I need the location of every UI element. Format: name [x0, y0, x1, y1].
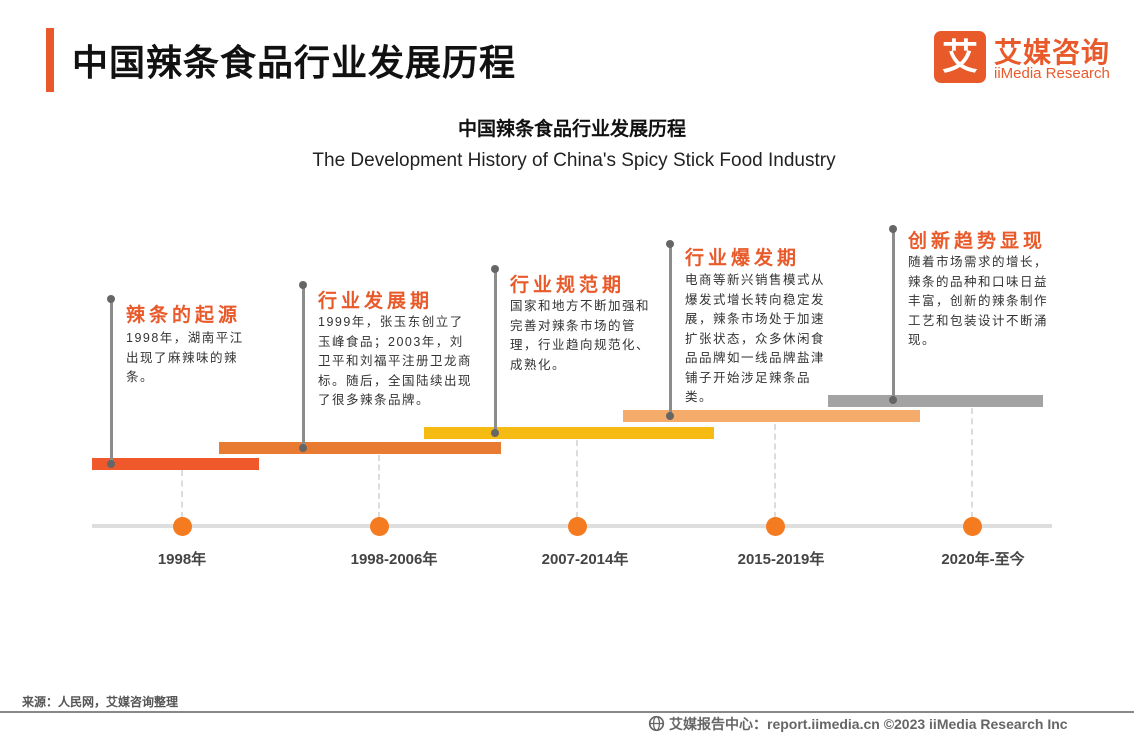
diagram-title-cn: 中国辣条食品行业发展历程 [457, 119, 686, 140]
phase-bar [623, 410, 920, 422]
period-label: 2007-2014年 [541, 551, 629, 568]
phase-stem [110, 298, 113, 464]
diagram-title-en: The Development History of China's Spicy… [312, 150, 836, 171]
period-label: 1998-2006年 [350, 551, 438, 568]
footer-divider [0, 711, 1134, 713]
timeline-dot [568, 517, 587, 536]
phase-title: 行业发展期 [318, 291, 434, 312]
timeline-connector [576, 440, 578, 518]
logo-name-cn: 艾媒咨询 [994, 37, 1111, 68]
source-note: 来源：人民网，艾媒咨询整理 [22, 695, 179, 709]
timeline-connector [774, 424, 776, 518]
phase-pin [107, 295, 115, 303]
timeline-connector [971, 408, 973, 518]
footer-credit: 艾媒报告中心：report.iimedia.cn ©2023 iiMedia R… [669, 716, 1068, 732]
page-title: 中国辣条食品行业发展历程 [72, 42, 517, 83]
phase-title: 行业爆发期 [685, 248, 801, 269]
phase-description: 1999年，张玉东创立了玉峰食品；2003年，刘卫平和刘福平注册卫龙商标。随后，… [318, 315, 473, 407]
period-label: 1998年 [157, 551, 207, 568]
phase-stem [494, 268, 497, 434]
phase-pin [491, 429, 499, 437]
phase-description: 电商等新兴销售模式从爆发式增长转向稳定发展，辣条市场处于加速扩张状态，众多休闲食… [685, 273, 826, 404]
period-label: 2015-2019年 [737, 551, 825, 568]
phase-pin [491, 265, 499, 273]
globe-icon [648, 715, 665, 732]
phase-pin [889, 396, 897, 404]
phase-pin [666, 412, 674, 420]
logo-mark-text: 艾 [941, 36, 978, 77]
phase-title: 行业规范期 [510, 275, 626, 296]
timeline-dot [370, 517, 389, 536]
phase-pin [299, 281, 307, 289]
phase-bar [424, 427, 714, 439]
brand-logo: 艾 艾媒咨询 iiMedia Research [934, 31, 1114, 87]
phase-stem [302, 284, 305, 450]
timeline-connector [181, 470, 183, 518]
title-accent-bar [46, 28, 54, 92]
phase-pin [107, 460, 115, 468]
phase-pin [299, 444, 307, 452]
phase-pin [666, 240, 674, 248]
logo-mark: 艾 [934, 31, 986, 83]
timeline-dot [963, 517, 982, 536]
phase-bar [828, 395, 1043, 407]
period-label: 2020年-至今 [941, 551, 1025, 568]
timeline-dot [173, 517, 192, 536]
phase-description: 随着市场需求的增长，辣条的品种和口味日益丰富，创新的辣条制作工艺和包装设计不断涌… [908, 255, 1049, 347]
timeline-connector [378, 455, 380, 518]
phase-bar [92, 458, 259, 470]
timeline-dot [766, 517, 785, 536]
phase-description: 国家和地方不断加强和完善对辣条市场的管理，行业趋向规范化、成熟化。 [510, 299, 651, 372]
phase-title: 辣条的起源 [126, 305, 242, 326]
phase-title: 创新趋势显现 [908, 231, 1047, 252]
phase-description: 1998年，湖南平江出现了麻辣味的辣条。 [126, 331, 244, 384]
phase-bar [219, 442, 501, 454]
phase-pin [889, 225, 897, 233]
logo-name-en: iiMedia Research [994, 65, 1110, 82]
phase-stem [892, 228, 895, 400]
phase-stem [669, 243, 672, 416]
